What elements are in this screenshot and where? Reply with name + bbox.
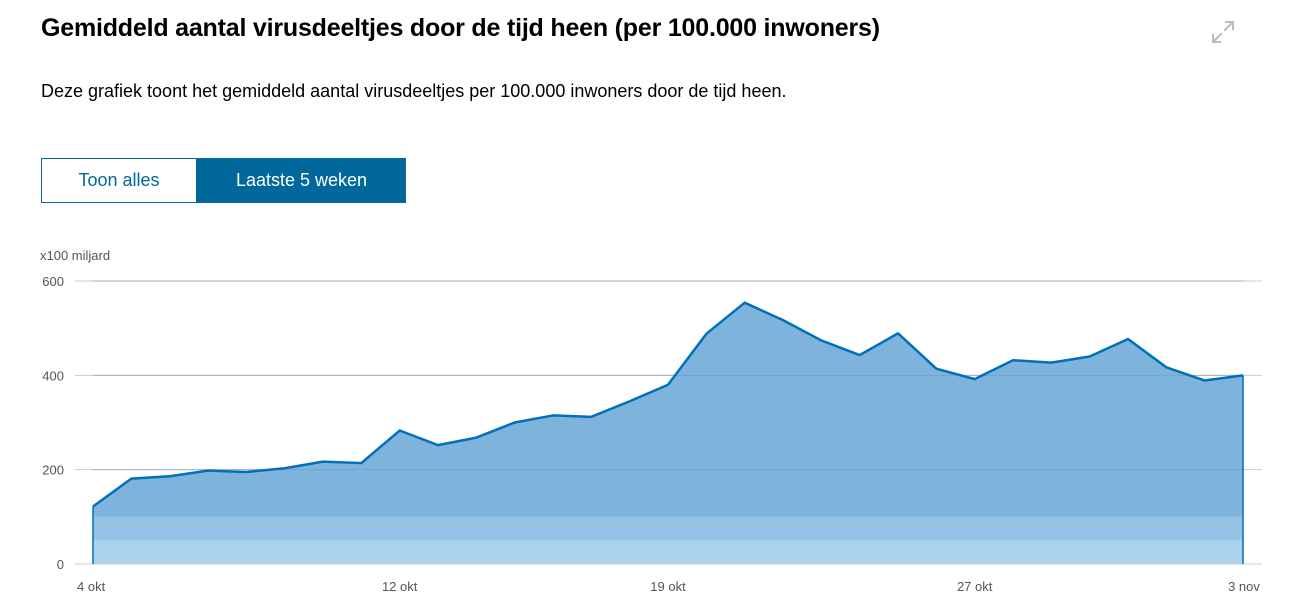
last-5-weeks-button[interactable]: Laatste 5 weken [197, 158, 406, 203]
background-band [93, 516, 1243, 541]
time-range-toggle: Toon alles Laatste 5 weken [41, 158, 406, 203]
y-tick-label: 200 [42, 463, 64, 478]
x-tick-label: 3 nov [1228, 579, 1260, 594]
show-all-button[interactable]: Toon alles [41, 158, 197, 203]
series-area [93, 302, 1243, 517]
y-tick-label: 0 [57, 557, 64, 572]
x-tick-label: 12 okt [382, 579, 418, 594]
x-tick-label: 19 okt [650, 579, 686, 594]
page-title: Gemiddeld aantal virusdeeltjes door de t… [41, 14, 880, 42]
series-line [92, 301, 1244, 508]
expand-icon[interactable] [1210, 19, 1236, 45]
chart-description: Deze grafiek toont het gemiddeld aantal … [41, 81, 787, 101]
background-band [93, 540, 1243, 564]
x-tick-label: 4 okt [77, 579, 106, 594]
x-tick-label: 27 okt [957, 579, 993, 594]
y-axis-unit-label: x100 miljard [40, 248, 110, 263]
y-tick-label: 600 [42, 274, 64, 289]
virus-particles-chart: x100 miljard 0 200 400 600 4 okt 12 okt 19 ok… [40, 248, 1262, 594]
y-tick-label: 400 [42, 368, 64, 383]
